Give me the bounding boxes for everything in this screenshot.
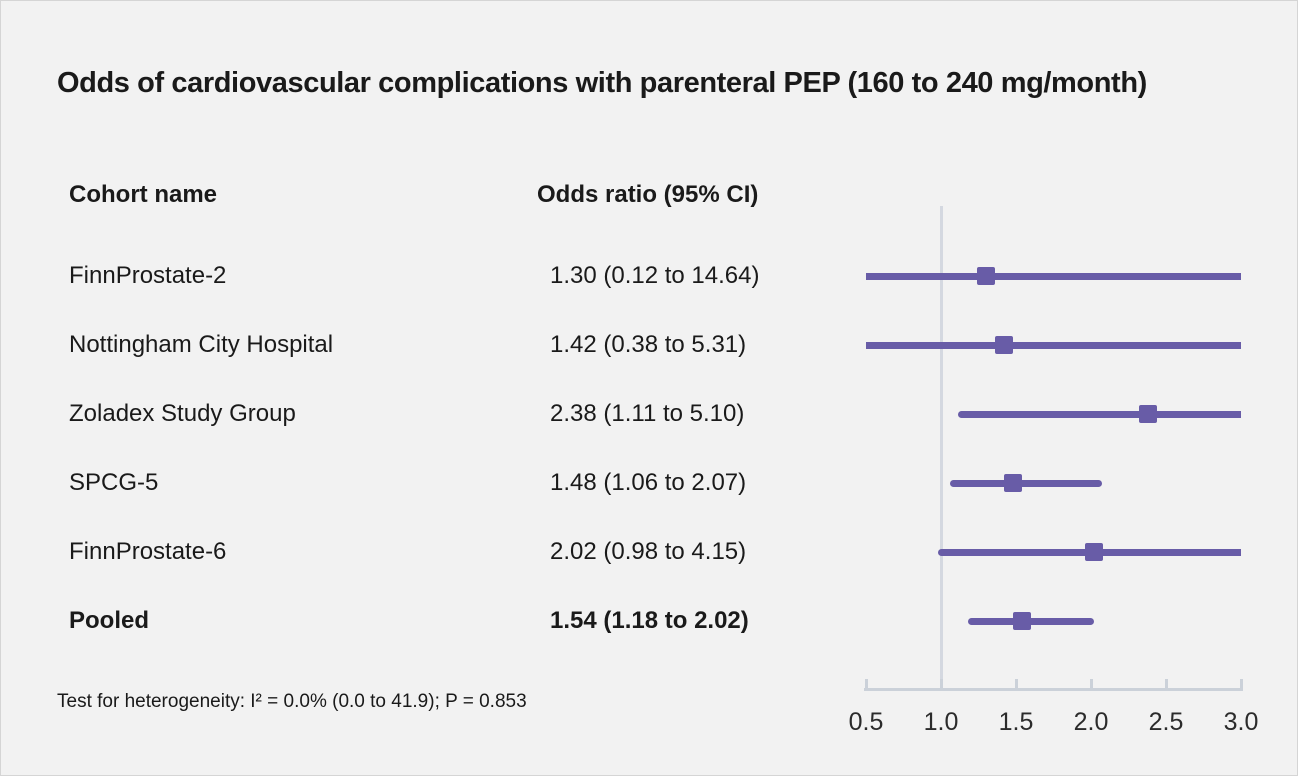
odds-ratio-value: 2.38 (1.11 to 5.10) <box>550 400 745 427</box>
x-axis-tick <box>1240 679 1243 688</box>
x-axis-baseline <box>864 688 1243 691</box>
confidence-interval-line <box>968 617 1094 625</box>
odds-ratio-value: 1.54 (1.18 to 2.02) <box>550 607 749 634</box>
cohort-label: Nottingham City Hospital <box>69 331 334 358</box>
x-axis-tick <box>865 679 868 688</box>
heterogeneity-footnote: Test for heterogeneity: I² = 0.0% (0.0 t… <box>57 691 527 712</box>
x-axis-tick-label: 2.5 <box>1148 708 1184 736</box>
cohort-label: Zoladex Study Group <box>69 400 296 427</box>
x-axis-tick-label: 0.5 <box>848 708 884 736</box>
odds-ratio-marker <box>1085 543 1103 561</box>
x-axis-tick-label: 3.0 <box>1223 708 1259 736</box>
cohort-label: FinnProstate-6 <box>69 538 227 565</box>
x-axis-tick-label: 1.0 <box>923 708 959 736</box>
x-axis-tick <box>940 679 943 688</box>
confidence-interval-line <box>957 410 1241 418</box>
odds-ratio-value: 1.48 (1.06 to 2.07) <box>550 469 747 496</box>
odds-ratio-value: 1.42 (0.38 to 5.31) <box>550 331 747 358</box>
cohort-label: SPCG-5 <box>69 469 159 496</box>
odds-ratio-marker <box>1139 405 1157 423</box>
confidence-interval-line <box>866 341 1241 349</box>
x-axis-tick <box>1090 679 1093 688</box>
x-axis-tick-label: 1.5 <box>998 708 1034 736</box>
odds-ratio-value: 2.02 (0.98 to 4.15) <box>550 538 747 565</box>
figure-title: Odds of cardiovascular complications wit… <box>57 67 1147 99</box>
cohort-label: FinnProstate-2 <box>69 262 227 289</box>
x-axis-tick-label: 2.0 <box>1073 708 1109 736</box>
odds-ratio-value: 1.30 (0.12 to 14.64) <box>550 262 760 289</box>
x-axis-tick <box>1165 679 1168 688</box>
x-axis-tick <box>1015 679 1018 688</box>
column-header-cohort: Cohort name <box>69 181 218 208</box>
odds-ratio-marker <box>1013 612 1031 630</box>
odds-ratio-marker <box>995 336 1013 354</box>
confidence-interval-line <box>866 272 1241 280</box>
column-header-odds-ratio: Odds ratio (95% CI) <box>537 181 759 208</box>
cohort-label: Pooled <box>69 607 150 634</box>
odds-ratio-marker <box>1004 474 1022 492</box>
reference-line <box>939 206 943 688</box>
confidence-interval-line <box>950 479 1102 487</box>
odds-ratio-marker <box>977 267 995 285</box>
